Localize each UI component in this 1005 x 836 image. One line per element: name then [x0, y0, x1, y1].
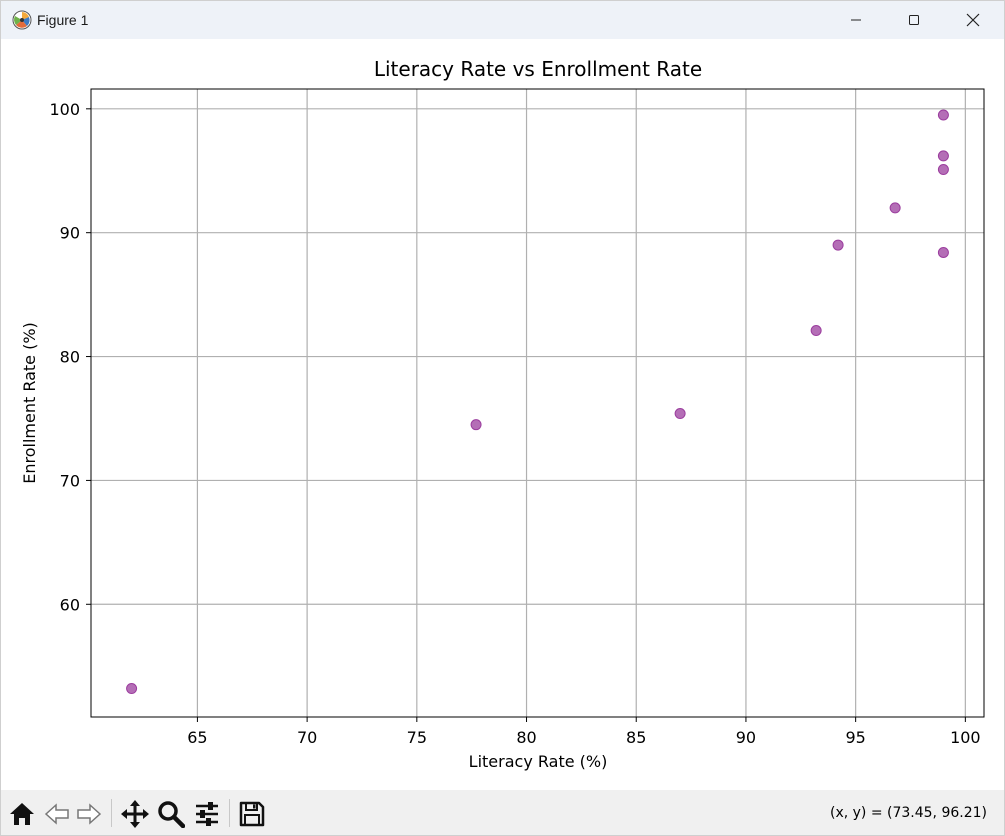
x-tick-label: 85: [626, 728, 646, 747]
scatter-point: [937, 164, 949, 176]
save-icon: [238, 800, 266, 828]
scatter-chart: Literacy Rate vs Enrollment Rate 65 70 75 8…: [20, 57, 985, 771]
grid-lines: [91, 89, 984, 717]
pan-icon: [120, 799, 150, 829]
scatter-point: [832, 239, 844, 251]
scatter-point: [810, 325, 822, 337]
back-arrow-icon: [43, 800, 71, 828]
x-tick-label: 80: [516, 728, 536, 747]
y-tick-label: 60: [60, 595, 80, 614]
zoom-icon: [157, 800, 185, 828]
x-tick-label: 75: [407, 728, 427, 747]
x-tick-label: 90: [736, 728, 756, 747]
navigation-toolbar: (x, y) = (73.45, 96.21): [1, 790, 1004, 835]
minimize-icon: [850, 14, 862, 26]
y-tick-label: 90: [60, 224, 80, 243]
minimize-button[interactable]: [827, 1, 885, 39]
x-axis-label: Literacy Rate (%): [469, 752, 608, 771]
scatter-point: [889, 202, 901, 214]
axis-ticks: 65 70 75 80 85 90 95 100 60 70 80 90 100: [49, 100, 980, 747]
data-points: [126, 109, 949, 695]
scatter-point: [470, 419, 482, 431]
x-tick-label: 95: [845, 728, 865, 747]
scatter-point: [126, 683, 138, 695]
maximize-button[interactable]: [885, 1, 943, 39]
chart-title: Literacy Rate vs Enrollment Rate: [374, 57, 702, 81]
close-button[interactable]: [944, 1, 1002, 39]
scatter-point: [937, 150, 949, 162]
forward-arrow-icon: [75, 800, 103, 828]
y-axis-label: Enrollment Rate (%): [20, 322, 39, 484]
save-button[interactable]: [236, 798, 268, 830]
axes-frame: [90, 88, 985, 718]
cursor-coordinates: (x, y) = (73.45, 96.21): [829, 805, 987, 821]
pan-button[interactable]: [119, 798, 151, 830]
title-bar[interactable]: Figure 1: [1, 1, 1004, 39]
configure-subplots-icon: [193, 800, 221, 828]
toolbar-separator: [111, 799, 112, 827]
scatter-point: [937, 247, 949, 259]
x-tick-label: 70: [297, 728, 317, 747]
close-icon: [966, 13, 980, 27]
maximize-icon: [908, 14, 920, 26]
configure-subplots-button[interactable]: [191, 798, 223, 830]
forward-button[interactable]: [73, 798, 105, 830]
x-tick-label: 65: [187, 728, 207, 747]
zoom-button[interactable]: [155, 798, 187, 830]
home-button[interactable]: [6, 798, 38, 830]
y-tick-label: 80: [60, 348, 80, 367]
window-title: Figure 1: [37, 12, 89, 28]
back-button[interactable]: [41, 798, 73, 830]
scatter-point: [674, 408, 686, 420]
scatter-point: [937, 109, 949, 121]
matplotlib-icon: [12, 10, 32, 30]
home-icon: [8, 800, 36, 828]
x-tick-label: 100: [950, 728, 981, 747]
figure-canvas[interactable]: Literacy Rate vs Enrollment Rate 65 70 75 8…: [1, 39, 1004, 790]
toolbar-separator: [229, 799, 230, 827]
y-tick-label: 100: [49, 100, 80, 119]
y-tick-label: 70: [60, 471, 80, 490]
